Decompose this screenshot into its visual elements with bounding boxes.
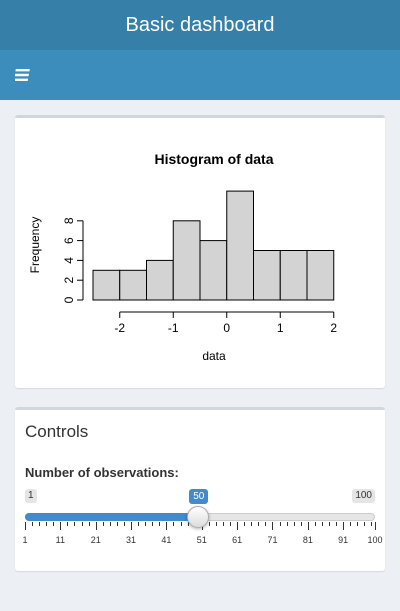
x-tick-label: -1 bbox=[168, 321, 179, 335]
slider-minor-tick bbox=[173, 522, 175, 526]
histogram-bar bbox=[226, 190, 254, 301]
slider-major-tick bbox=[25, 522, 26, 530]
histogram-bar bbox=[119, 269, 147, 301]
y-tick-label: 6 bbox=[62, 237, 76, 244]
x-tick-label: -2 bbox=[114, 321, 125, 335]
slider-tick-label: 31 bbox=[126, 535, 137, 545]
slider-minor-tick bbox=[152, 522, 154, 526]
slider-major-tick bbox=[60, 522, 62, 530]
slider-major-tick bbox=[343, 522, 345, 530]
slider-minor-tick bbox=[314, 522, 316, 526]
slider-minor-tick bbox=[116, 522, 118, 526]
slider-major-tick bbox=[375, 522, 376, 530]
slider-min-label: 1 bbox=[25, 489, 37, 503]
histogram-bar bbox=[146, 259, 174, 301]
slider-minor-tick bbox=[46, 522, 48, 526]
slider-major-tick bbox=[166, 522, 168, 530]
slider-major-tick bbox=[237, 522, 239, 530]
slider-value-label: 50 bbox=[189, 489, 209, 504]
slider-minor-tick bbox=[293, 522, 295, 526]
slider-minor-tick bbox=[81, 522, 83, 526]
x-tick-label: 1 bbox=[277, 321, 284, 335]
slider-minor-tick bbox=[102, 522, 104, 526]
y-axis-label: Frequency bbox=[28, 217, 42, 274]
slider-tick-label: 71 bbox=[267, 535, 278, 545]
slider-minor-tick bbox=[39, 522, 41, 526]
slider-tick-label: 81 bbox=[302, 535, 313, 545]
controls-box: Controls Number of observations: 1 100 50 1… bbox=[15, 407, 385, 571]
slider-minor-tick bbox=[32, 522, 34, 526]
slider-major-tick bbox=[307, 522, 309, 530]
slider-handle[interactable] bbox=[187, 506, 210, 528]
slider-minor-tick bbox=[357, 522, 359, 526]
slider-minor-tick bbox=[74, 522, 76, 526]
slider-tick-label: 61 bbox=[232, 535, 243, 545]
controls-title: Controls bbox=[25, 422, 89, 441]
dashboard-title: Basic dashboard bbox=[125, 13, 275, 36]
y-tick-label: 0 bbox=[62, 296, 76, 303]
histogram-bar bbox=[253, 250, 281, 301]
slider-minor-tick bbox=[371, 522, 373, 526]
x-tick-label: 2 bbox=[330, 321, 337, 335]
top-navbar bbox=[0, 50, 400, 100]
slider-tick-label: 91 bbox=[338, 535, 349, 545]
header-logo: Basic dashboard bbox=[0, 0, 400, 50]
y-tick-label: 4 bbox=[62, 257, 76, 264]
histogram-bar bbox=[199, 240, 228, 301]
slider-minor-tick bbox=[321, 522, 323, 526]
slider-minor-tick bbox=[300, 522, 302, 526]
slider-minor-tick bbox=[67, 522, 69, 526]
slider-minor-tick bbox=[180, 522, 182, 526]
slider-fill bbox=[25, 513, 199, 521]
slider-minor-tick bbox=[286, 522, 288, 526]
slider-minor-tick bbox=[208, 522, 210, 526]
slider-minor-tick bbox=[138, 522, 140, 526]
slider-major-tick bbox=[131, 522, 133, 530]
slider-minor-tick bbox=[187, 522, 189, 526]
y-tick-label: 2 bbox=[62, 277, 76, 284]
slider-minor-tick bbox=[123, 522, 125, 526]
slider-minor-tick bbox=[251, 522, 253, 526]
slider-minor-tick bbox=[88, 522, 90, 526]
slider-tick-label: 41 bbox=[161, 535, 172, 545]
slider-minor-tick bbox=[265, 522, 267, 526]
slider-label: Number of observations: bbox=[25, 465, 179, 480]
slider-minor-tick bbox=[230, 522, 232, 526]
hamburger-icon bbox=[15, 69, 30, 82]
x-tick-label: 0 bbox=[223, 321, 230, 335]
slider-minor-tick bbox=[53, 522, 55, 526]
slider-minor-tick bbox=[350, 522, 352, 526]
slider-major-tick bbox=[95, 522, 97, 530]
histogram-bar bbox=[172, 220, 201, 301]
sidebar-toggle[interactable] bbox=[12, 64, 34, 86]
slider-minor-tick bbox=[159, 522, 161, 526]
histogram-bar bbox=[279, 250, 308, 301]
slider-minor-tick bbox=[215, 522, 217, 526]
slider-minor-tick bbox=[244, 522, 246, 526]
slider-minor-tick bbox=[145, 522, 147, 526]
slider-minor-tick bbox=[258, 522, 260, 526]
slider-minor-tick bbox=[336, 522, 338, 526]
slider-max-label: 100 bbox=[352, 489, 375, 503]
slider-tick-label: 21 bbox=[90, 535, 101, 545]
slider-tick-label: 51 bbox=[196, 535, 207, 545]
x-axis-label: data bbox=[202, 349, 226, 363]
chart-title: Histogram of data bbox=[154, 151, 273, 167]
slider-minor-tick bbox=[329, 522, 331, 526]
histogram-bar bbox=[92, 269, 121, 301]
histogram-bar bbox=[306, 250, 335, 301]
slider-tick-label: 100 bbox=[367, 535, 383, 545]
slider-major-tick bbox=[272, 522, 274, 530]
slider-tick-label: 1 bbox=[22, 535, 28, 545]
slider-minor-tick bbox=[279, 522, 281, 526]
plot-box: Histogram of data -2 -1 0 1 2 data 0 2 4 6 8 Frequen… bbox=[15, 115, 385, 388]
y-tick-label: 8 bbox=[62, 217, 76, 224]
slider-minor-tick bbox=[109, 522, 111, 526]
slider-tick-label: 11 bbox=[55, 535, 66, 545]
slider-minor-tick bbox=[364, 522, 366, 526]
slider-minor-tick bbox=[222, 522, 224, 526]
histogram-chart: Histogram of data -2 -1 0 1 2 data 0 2 4 6 8 Frequen… bbox=[28, 151, 337, 363]
